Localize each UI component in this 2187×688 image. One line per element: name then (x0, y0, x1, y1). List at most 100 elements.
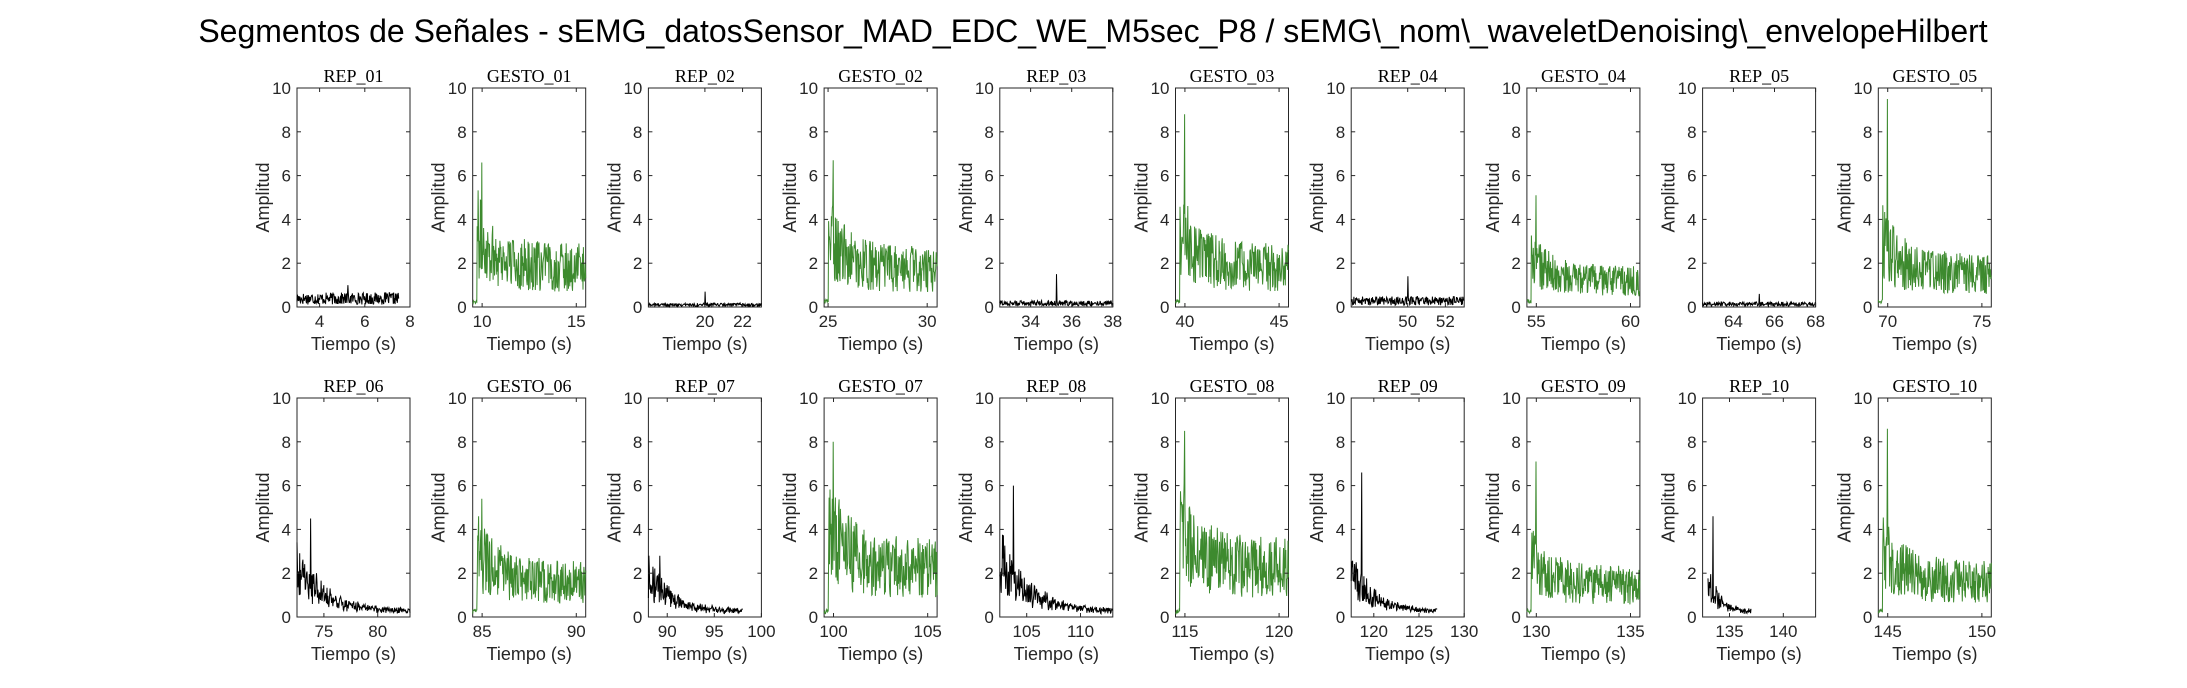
y-tick-label: 4 (984, 210, 993, 229)
y-tick-label: 0 (1863, 298, 1872, 317)
y-tick-label: 2 (633, 564, 642, 583)
x-tick-label: 15 (567, 312, 586, 331)
y-tick-label: 6 (1336, 167, 1345, 186)
signal-line (1877, 98, 1992, 305)
y-tick-label: 8 (984, 433, 993, 452)
x-tick-label: 60 (1621, 312, 1640, 331)
subplot-title: GESTO_06 (487, 376, 572, 396)
x-tick-label: 20 (695, 312, 714, 331)
x-tick-label: 38 (1103, 312, 1122, 331)
signal-line (999, 485, 1114, 615)
x-tick-label: 120 (1265, 622, 1293, 641)
x-axis-label: Tiempo (s) (1541, 334, 1626, 354)
y-tick-label: 6 (984, 477, 993, 496)
y-tick-label: 2 (984, 564, 993, 583)
signal-line (1702, 293, 1816, 308)
x-axis-label: Tiempo (s) (1716, 334, 1801, 354)
y-axis-label: Amplitud (1307, 162, 1327, 232)
y-tick-label: 8 (809, 123, 818, 142)
x-tick-label: 70 (1878, 312, 1897, 331)
y-axis-label: Amplitud (604, 162, 624, 232)
y-tick-label: 6 (1863, 167, 1872, 186)
y-tick-label: 6 (633, 477, 642, 496)
signal-line (296, 285, 400, 306)
x-tick-label: 22 (733, 312, 752, 331)
subplot-title: REP_01 (323, 66, 383, 86)
y-axis-label: Amplitud (1132, 472, 1152, 542)
signal-line (296, 518, 411, 614)
y-tick-label: 4 (633, 520, 642, 539)
signal-line (1877, 428, 1992, 614)
subplot-title: REP_08 (1026, 376, 1086, 396)
y-tick-label: 0 (1511, 298, 1520, 317)
subplot-gesto-01: 0 2 4 6 8 10 10 15 GESTO_01 Tiempo (s) Amplitud (429, 66, 587, 354)
x-tick-label: 66 (1765, 312, 1784, 331)
y-tick-label: 2 (457, 254, 466, 273)
y-tick-label: 4 (1511, 210, 1520, 229)
y-tick-label: 10 (1853, 79, 1872, 98)
x-axis-label: Tiempo (s) (1365, 644, 1450, 664)
y-tick-label: 4 (1160, 520, 1169, 539)
y-tick-label: 2 (1160, 564, 1169, 583)
y-tick-label: 0 (1336, 608, 1345, 627)
x-axis-label: Tiempo (s) (311, 334, 396, 354)
subplot-title: GESTO_02 (838, 66, 923, 86)
x-axis-label: Tiempo (s) (1189, 334, 1274, 354)
x-tick-label: 105 (913, 622, 941, 641)
x-tick-label: 110 (1067, 622, 1094, 641)
signal-line (1175, 430, 1289, 615)
signal-line (1526, 195, 1641, 305)
y-tick-label: 10 (975, 389, 994, 408)
y-tick-label: 8 (457, 433, 466, 452)
signal-line (1350, 472, 1438, 614)
x-axis-label: Tiempo (s) (1365, 334, 1450, 354)
x-tick-label: 45 (1270, 312, 1289, 331)
subplot-gesto-07: 0 2 4 6 8 10 100 105 GESTO_07 Tiempo (s) Amplitud (780, 376, 942, 664)
y-tick-label: 0 (282, 298, 291, 317)
y-tick-label: 8 (1336, 123, 1345, 142)
x-tick-label: 135 (1616, 622, 1644, 641)
y-tick-label: 10 (1326, 389, 1345, 408)
x-tick-label: 140 (1769, 622, 1797, 641)
y-axis-label: Amplitud (429, 472, 449, 542)
subplot-rep-06: 0 2 4 6 8 10 75 80 REP_06 Tiempo (s) Amplitud (253, 376, 411, 664)
y-tick-label: 4 (1160, 210, 1169, 229)
y-tick-label: 6 (1687, 167, 1696, 186)
y-axis-label: Amplitud (253, 162, 273, 232)
axes-frame (296, 397, 411, 618)
y-tick-label: 0 (1863, 608, 1872, 627)
y-tick-label: 4 (1863, 520, 1872, 539)
x-tick-label: 115 (1171, 622, 1198, 641)
y-tick-label: 8 (282, 433, 291, 452)
y-tick-label: 2 (984, 254, 993, 273)
x-axis-label: Tiempo (s) (838, 644, 923, 664)
y-tick-label: 10 (623, 79, 642, 98)
x-axis-label: Tiempo (s) (1892, 334, 1977, 354)
signal-line (1175, 114, 1289, 305)
x-tick-label: 145 (1874, 622, 1902, 641)
y-tick-label: 10 (272, 389, 291, 408)
x-tick-label: 150 (1968, 622, 1996, 641)
y-tick-label: 6 (1160, 477, 1169, 496)
y-tick-label: 0 (1336, 298, 1345, 317)
y-tick-label: 10 (1678, 389, 1697, 408)
y-tick-label: 0 (809, 608, 818, 627)
x-tick-label: 120 (1360, 622, 1388, 641)
subplot-title: REP_03 (1026, 66, 1086, 86)
y-tick-label: 4 (1511, 520, 1520, 539)
x-tick-label: 50 (1398, 312, 1417, 331)
y-tick-label: 8 (457, 123, 466, 142)
x-tick-label: 36 (1062, 312, 1081, 331)
subplot-rep-02: 0 2 4 6 8 10 20 22 REP_02 Tiempo (s) Amplitud (604, 66, 762, 354)
subplot-title: GESTO_07 (838, 376, 923, 396)
subplot-title: REP_05 (1729, 66, 1789, 86)
subplot-gesto-05: 0 2 4 6 8 10 70 75 GESTO_05 Tiempo (s) Amplitud (1834, 66, 1992, 354)
y-axis-label: Amplitud (604, 472, 624, 542)
x-tick-label: 4 (315, 312, 324, 331)
subplot-rep-04: 0 2 4 6 8 10 50 52 REP_04 Tiempo (s) Amplitud (1307, 66, 1465, 354)
y-tick-label: 8 (1863, 433, 1872, 452)
subplot-gesto-10: 0 2 4 6 8 10 145 150 GESTO_10 Tiempo (s) Amplitud (1834, 376, 1996, 664)
x-tick-label: 64 (1724, 312, 1743, 331)
axes-frame (999, 87, 1114, 308)
